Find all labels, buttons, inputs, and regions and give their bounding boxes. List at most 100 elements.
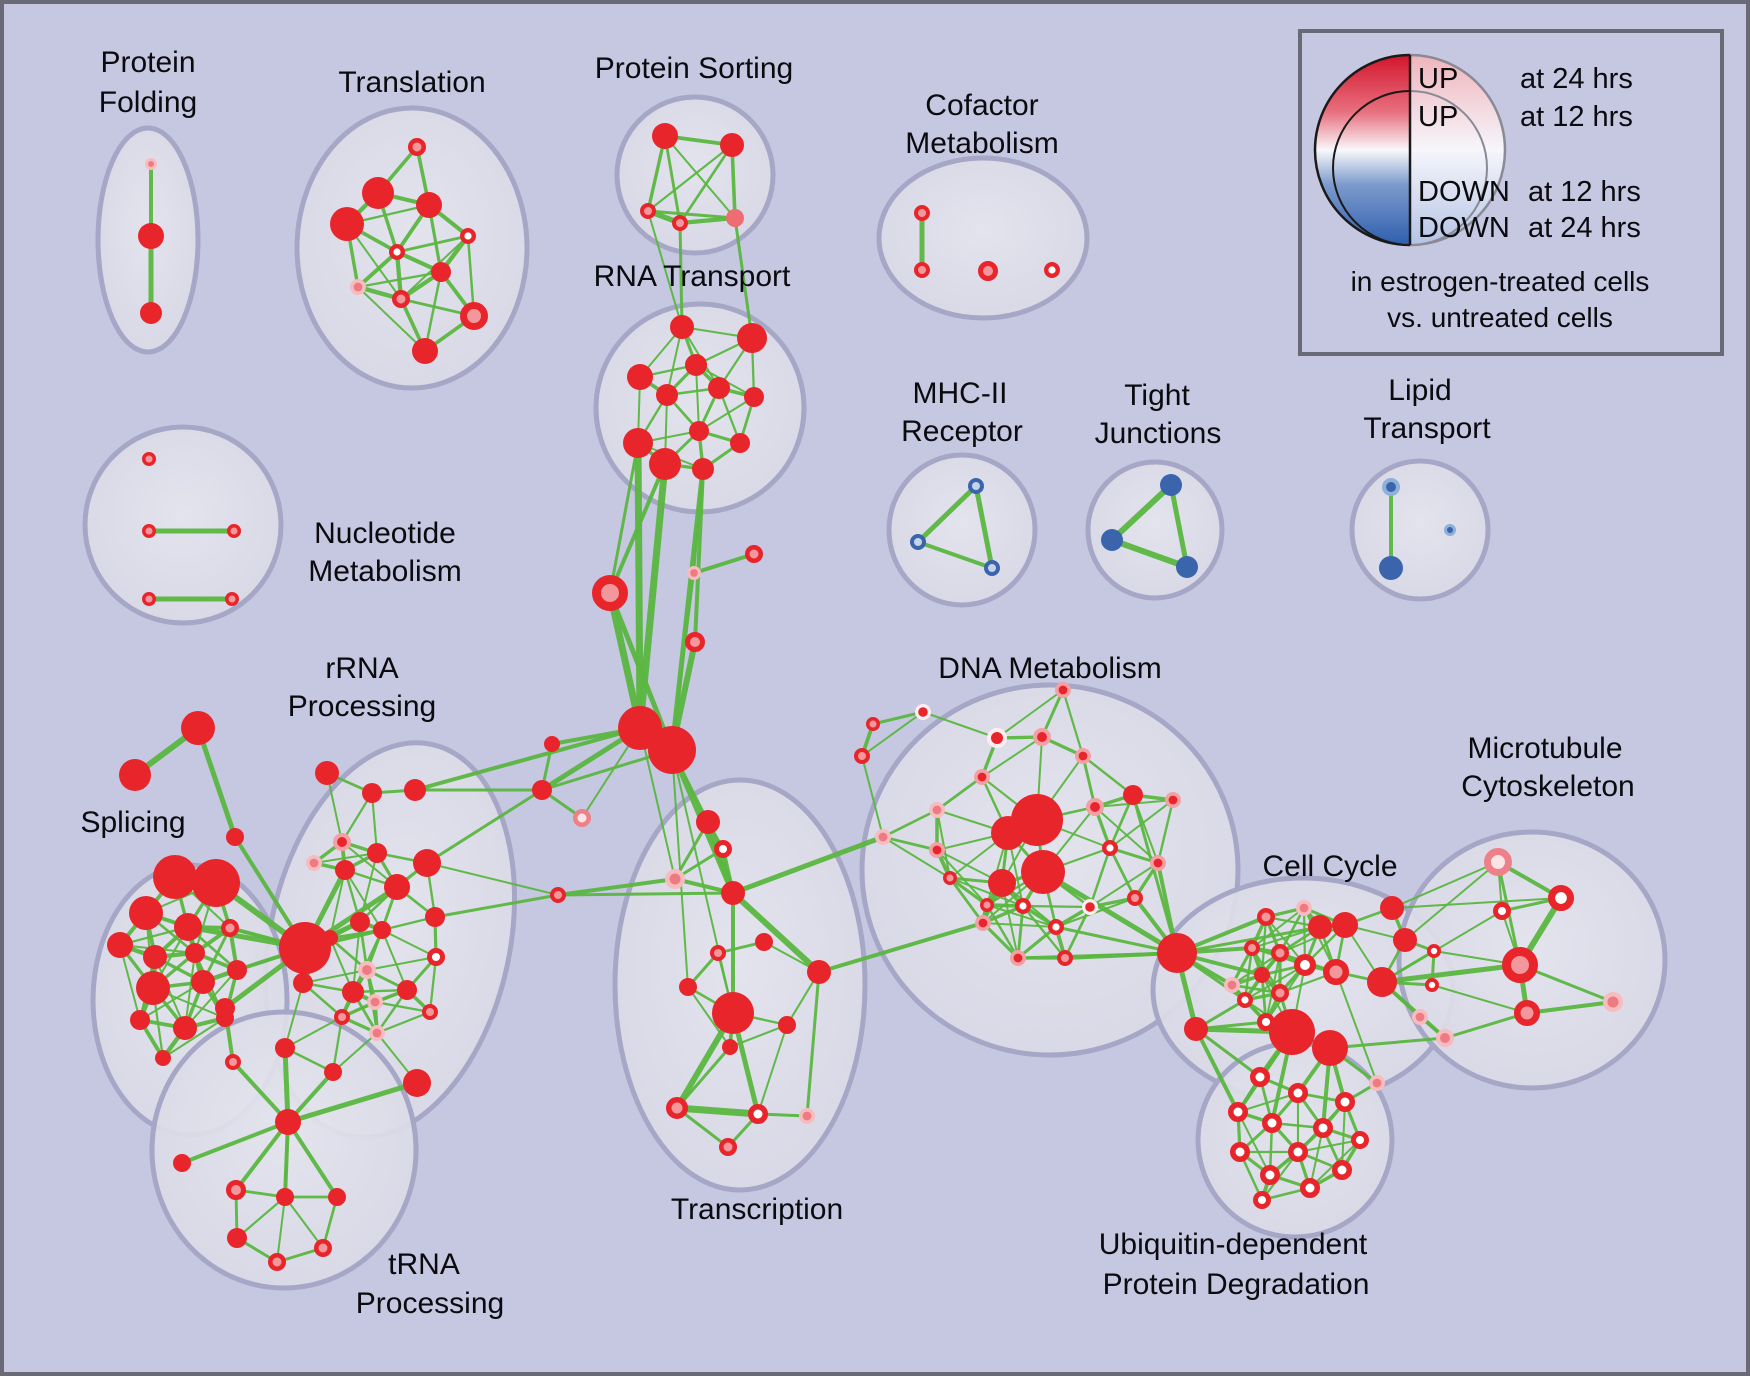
labels-layer: Protein Folding Translation Protein Sorting… <box>80 46 1634 1320</box>
edge-protein-sorting-mesh <box>678 143 734 225</box>
edge-link <box>915 483 979 545</box>
gene-node-p1 <box>652 123 678 149</box>
gene-node-g13 <box>1127 890 1143 906</box>
gene-node-mc1 <box>1484 848 1512 876</box>
gene-node-q11 <box>225 1054 241 1070</box>
gene-node-x11 <box>722 1039 738 1055</box>
gene-node-g28 <box>1165 791 1182 808</box>
gene-node-w12 <box>1300 1178 1320 1198</box>
gene-node-r5 <box>305 854 322 871</box>
edge-link <box>1194 1027 1240 1114</box>
gene-node-n2 <box>737 323 767 353</box>
edge-rrna-mesh <box>344 869 383 931</box>
gene-node-q7 <box>368 1025 385 1042</box>
gene-node-g12 <box>1150 854 1167 871</box>
gene-node-n4 <box>685 354 707 376</box>
edge-dna-mesh <box>861 711 924 757</box>
gene-node-r14 <box>427 947 446 966</box>
gene-node-n3 <box>627 364 653 390</box>
edge-link <box>1328 1036 1447 1050</box>
edge-dna-mesh <box>1081 754 1135 797</box>
cluster-bubble-cofactor <box>876 155 1090 321</box>
edge-link <box>180 1120 290 1165</box>
legend-direction-label: UP <box>1418 63 1458 95</box>
gene-node-w9 <box>1288 1142 1308 1162</box>
gene-node-x10 <box>778 1016 796 1034</box>
gene-node-t3 <box>330 207 364 241</box>
gene-node-v4 <box>276 1188 294 1206</box>
gene-node-g23 <box>980 898 994 912</box>
gene-node-s2 <box>192 859 240 907</box>
gene-node-g8 <box>991 816 1025 850</box>
cluster-label-rrna-processing: rRNA <box>325 652 398 685</box>
gene-node-bb2 <box>1184 1017 1208 1041</box>
cluster-label-cofactor: Metabolism <box>905 127 1058 160</box>
legend-box <box>1298 29 1724 356</box>
edge-rrna-mesh <box>331 1015 344 1074</box>
edge-link <box>286 1120 339 1199</box>
gene-node-q3 <box>397 980 417 1000</box>
legend-direction-label: DOWN <box>1418 176 1510 208</box>
edge-rrna-mesh <box>331 1031 379 1074</box>
gene-node-g10 <box>988 869 1016 897</box>
edge-translation-mesh <box>356 270 443 289</box>
gene-node-s12 <box>130 1010 150 1030</box>
gene-node-x8 <box>679 978 697 996</box>
gene-node-e9 <box>1254 967 1270 983</box>
gene-node-t9 <box>392 290 410 308</box>
gene-node-n8 <box>623 428 653 458</box>
gene-node-q9 <box>275 1038 295 1058</box>
gene-node-w13 <box>1252 1190 1271 1209</box>
edge-link <box>1109 537 1190 570</box>
edge-link <box>285 1080 420 1125</box>
gene-node-c2 <box>914 262 930 278</box>
gene-node-g22 <box>866 717 880 731</box>
gene-node-s9 <box>136 971 170 1005</box>
edge-rrna-mesh <box>375 1010 432 1035</box>
cluster-label-lipid-transport: Lipid <box>1388 374 1451 407</box>
cluster-label-microtubule: Cytoskeleton <box>1461 770 1634 803</box>
edge-rrna-mesh <box>373 1000 432 1014</box>
gene-node-p4 <box>672 215 688 231</box>
gene-node-g2 <box>1033 728 1052 747</box>
gene-node-q5 <box>422 1004 438 1020</box>
gene-node-g1 <box>987 728 1007 748</box>
gene-node-pf3 <box>140 302 162 324</box>
legend-circles-halfR <box>1410 53 1507 247</box>
legend-inner-circle <box>1410 90 1488 246</box>
gene-node-m1 <box>968 478 984 494</box>
edge-splicing-mesh <box>154 956 186 1029</box>
cluster-label-microtubule: Microtubule <box>1467 732 1622 765</box>
gene-node-v5 <box>328 1188 346 1206</box>
edge-translation-mesh <box>423 270 443 353</box>
gene-node-g3 <box>1075 747 1092 764</box>
edge-rrna-mesh <box>370 791 379 855</box>
gene-node-c4 <box>1043 262 1060 279</box>
cluster-bubble-trna-processing <box>149 1009 419 1291</box>
edge-link <box>608 462 667 595</box>
edge-link <box>634 439 644 732</box>
gene-node-mc4 <box>1427 943 1442 958</box>
gene-node-w8 <box>1230 1142 1250 1162</box>
edge-dna-mesh <box>922 711 998 739</box>
edge-link <box>805 970 821 1118</box>
gene-node-n1 <box>670 315 694 339</box>
gene-node-x12 <box>666 1097 688 1119</box>
gene-node-w1 <box>1250 1067 1270 1087</box>
cluster-label-rrna-processing: Processing <box>288 690 436 723</box>
gene-node-e16 <box>1393 928 1417 952</box>
gene-node-e11 <box>1236 992 1253 1009</box>
cluster-label-nucleotide: Metabolism <box>308 555 461 588</box>
gene-node-q1 <box>293 973 313 993</box>
edge-ubiquitin-mesh <box>1309 1127 1324 1189</box>
cluster-bubble-nucleotide <box>82 424 284 626</box>
gene-node-v7 <box>268 1253 286 1271</box>
edge-link <box>231 1060 290 1124</box>
gene-node-r3 <box>404 779 426 801</box>
edge-dna-mesh <box>1089 862 1159 908</box>
edge-protein-sorting-mesh <box>663 134 737 220</box>
edge-link <box>556 877 677 897</box>
gene-node-e14 <box>1312 1030 1348 1066</box>
edge-link <box>608 441 640 595</box>
